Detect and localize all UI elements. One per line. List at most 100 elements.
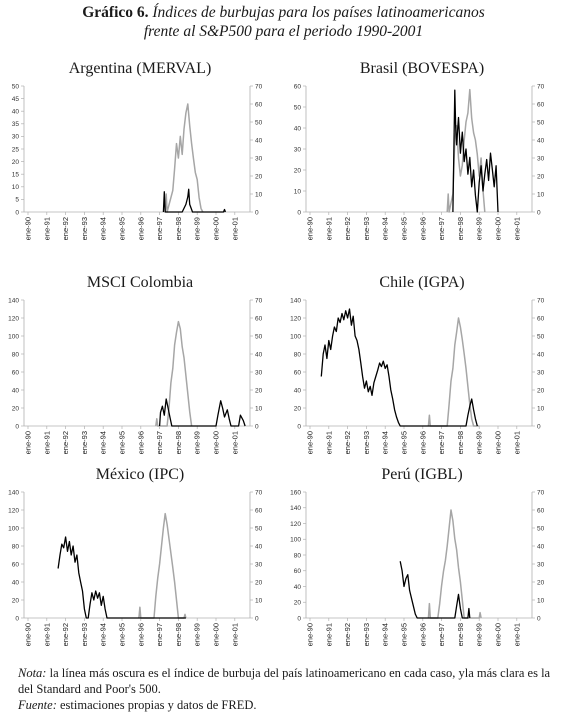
x-tick-label: ene-90 bbox=[24, 217, 33, 240]
chart-svg-brasil: 0 10 20 30 40 50 60 0 10 20 30 40 50 60 70 ene-90 ene-91… bbox=[294, 83, 545, 240]
y-tick-label-left: 140 bbox=[8, 489, 19, 496]
y-tick-label-left: 60 bbox=[294, 83, 302, 90]
y-tick-label-right: 40 bbox=[537, 137, 545, 144]
y-tick-label-left: 120 bbox=[8, 507, 19, 514]
y-tick-label-right: 0 bbox=[255, 423, 259, 430]
x-tick-label: ene-94 bbox=[99, 431, 108, 454]
x-tick-label: ene-92 bbox=[343, 623, 352, 646]
y-tick-label-left: 10 bbox=[294, 188, 302, 195]
y-tick-label-right: 10 bbox=[255, 191, 263, 198]
y-tick-label-left: 60 bbox=[12, 369, 20, 376]
x-tick-label: ene-98 bbox=[174, 431, 183, 454]
chart-title: México (IPC) bbox=[95, 466, 185, 483]
y-tick-label-right: 20 bbox=[255, 173, 263, 180]
x-tick-label: ene-93 bbox=[362, 431, 371, 454]
y-tick-label-left: 0 bbox=[297, 615, 301, 622]
y-tick-label-left: 60 bbox=[12, 561, 20, 568]
y-tick-label-left: 50 bbox=[294, 104, 302, 111]
chart-panel-argentina: Argentina (MERVAL) 0 5 10 15 20 25 30 35 40 45 50 0… bbox=[2, 60, 278, 260]
y-tick-label-left: 40 bbox=[294, 125, 302, 132]
series-line-country bbox=[162, 188, 227, 213]
y-tick-label-left: 80 bbox=[12, 543, 20, 550]
y-tick-label-right: 60 bbox=[255, 507, 263, 514]
figure-notes: Nota: la línea más oscura es el índice d… bbox=[18, 665, 558, 713]
y-tick-label-left: 140 bbox=[290, 297, 301, 304]
chart-panel-chile: Chile (IGPA) 0 20 40 60 80 100 120 140 0 10 20 30 40… bbox=[284, 274, 560, 474]
chart-svg-peru: 0 20 40 60 80 100 120 140 160 0 10 20 30 40 50 60 70 ene-… bbox=[290, 489, 545, 646]
y-tick-label-left: 20 bbox=[12, 159, 20, 166]
y-tick-label-right: 50 bbox=[255, 525, 263, 532]
y-tick-label-right: 10 bbox=[537, 191, 545, 198]
x-tick-label: ene-95 bbox=[118, 623, 127, 646]
y-tick-label-left: 30 bbox=[294, 146, 302, 153]
series-line-sp500 bbox=[427, 317, 480, 427]
y-tick-label-left: 0 bbox=[15, 209, 19, 216]
y-tick-label-right: 20 bbox=[255, 579, 263, 586]
x-tick-label: ene-93 bbox=[80, 217, 89, 240]
y-tick-label-right: 60 bbox=[537, 507, 545, 514]
y-tick-label-right: 70 bbox=[255, 489, 263, 496]
x-tick-label: ene-01 bbox=[512, 431, 521, 454]
y-tick-label-right: 40 bbox=[255, 351, 263, 358]
x-tick-label: ene-00 bbox=[212, 217, 221, 240]
y-tick-label-left: 20 bbox=[294, 167, 302, 174]
x-tick-label: ene-95 bbox=[118, 431, 127, 454]
x-tick-label: ene-91 bbox=[42, 217, 51, 240]
y-tick-label-left: 45 bbox=[12, 96, 20, 103]
y-tick-label-right: 40 bbox=[255, 543, 263, 550]
series-line-country bbox=[320, 308, 478, 427]
chart-panel-peru: Perú (IGBL) 0 20 40 60 80 100 120 140 160 0 10 20 30… bbox=[284, 466, 560, 666]
x-tick-label: ene-92 bbox=[61, 217, 70, 240]
y-tick-label-left: 0 bbox=[297, 209, 301, 216]
y-tick-label-right: 60 bbox=[255, 315, 263, 322]
y-tick-label-left: 80 bbox=[294, 552, 302, 559]
y-tick-label-right: 60 bbox=[537, 315, 545, 322]
y-tick-label-right: 70 bbox=[537, 489, 545, 496]
chart-svg-chile: 0 20 40 60 80 100 120 140 0 10 20 30 40 50 60 70 ene-90 e… bbox=[290, 297, 545, 454]
x-tick-label: ene-91 bbox=[324, 623, 333, 646]
x-tick-label: ene-95 bbox=[400, 217, 409, 240]
x-tick-label: ene-97 bbox=[437, 217, 446, 240]
x-tick-label: ene-90 bbox=[24, 431, 33, 454]
y-tick-label-left: 100 bbox=[8, 525, 19, 532]
y-tick-label-right: 0 bbox=[537, 615, 541, 622]
chart-svg-mexico: 0 20 40 60 80 100 120 140 0 10 20 30 40 50 60 70 ene-90 e… bbox=[8, 489, 263, 646]
x-tick-label: ene-98 bbox=[456, 623, 465, 646]
y-tick-label-left: 0 bbox=[15, 615, 19, 622]
y-tick-label-right: 60 bbox=[537, 101, 545, 108]
nota-label: Nota: bbox=[18, 666, 47, 680]
y-tick-label-left: 40 bbox=[294, 387, 302, 394]
y-tick-label-left: 40 bbox=[12, 387, 20, 394]
x-tick-label: ene-90 bbox=[306, 431, 315, 454]
x-tick-label: ene-00 bbox=[212, 623, 221, 646]
y-tick-label-left: 10 bbox=[12, 184, 20, 191]
y-tick-label-right: 10 bbox=[255, 597, 263, 604]
figure-title-line2: frente al S&P500 para el periodo 1990-20… bbox=[143, 23, 424, 40]
x-tick-label: ene-91 bbox=[42, 431, 51, 454]
y-tick-label-left: 40 bbox=[12, 579, 20, 586]
chart-title: Brasil (BOVESPA) bbox=[359, 60, 485, 77]
y-tick-label-right: 70 bbox=[537, 83, 545, 90]
x-tick-label: ene-94 bbox=[381, 431, 390, 454]
x-tick-label: ene-97 bbox=[155, 431, 164, 454]
chart-svg-colombia: 0 20 40 60 80 100 120 140 0 10 20 30 40 50 60 70 ene-90 e… bbox=[8, 297, 263, 454]
y-tick-label-right: 50 bbox=[537, 119, 545, 126]
x-tick-label: ene-90 bbox=[306, 217, 315, 240]
chart-title: Chile (IGPA) bbox=[379, 274, 465, 291]
x-tick-label: ene-91 bbox=[324, 217, 333, 240]
y-tick-label-right: 50 bbox=[537, 525, 545, 532]
y-tick-label-left: 100 bbox=[290, 333, 301, 340]
y-tick-label-right: 20 bbox=[537, 387, 545, 394]
x-tick-label: ene-92 bbox=[61, 431, 70, 454]
x-tick-label: ene-01 bbox=[230, 623, 239, 646]
y-tick-label-left: 60 bbox=[294, 568, 302, 575]
chart-title: Argentina (MERVAL) bbox=[68, 60, 212, 77]
y-tick-label-right: 70 bbox=[255, 297, 263, 304]
x-tick-label: ene-01 bbox=[230, 217, 239, 240]
x-tick-label: ene-99 bbox=[193, 431, 202, 454]
x-tick-label: ene-91 bbox=[324, 431, 333, 454]
y-tick-label-right: 30 bbox=[255, 369, 263, 376]
x-tick-label: ene-92 bbox=[343, 431, 352, 454]
series-line-sp500 bbox=[164, 103, 204, 213]
y-tick-label-left: 40 bbox=[294, 584, 302, 591]
